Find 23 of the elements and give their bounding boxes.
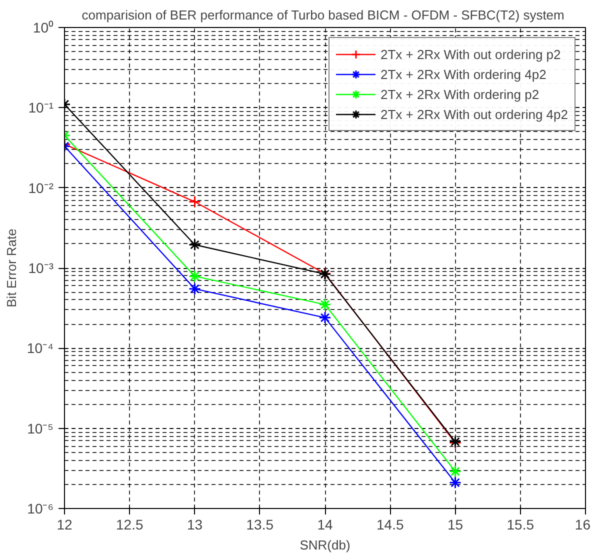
x-tick-label: 15.5 [506, 516, 534, 532]
x-tick-label: 15 [447, 516, 464, 532]
x-tick-label: 12 [56, 516, 72, 532]
y-tick-label: 10⁻⁴ [26, 340, 54, 356]
x-tick-label: 12.5 [116, 516, 144, 532]
legend-label: 2Tx + 2Rx With ordering p2 [380, 86, 540, 102]
chart-title: comparision of BER performance of Turbo based BICM - OFDM - SFBC(T2) system [82, 8, 564, 22]
x-axis-title: SNR(db) [300, 538, 350, 552]
y-tick-label: 10⁻⁶ [27, 500, 54, 516]
y-tick-label: 10⁰ [32, 20, 54, 36]
y-tick-label: 10⁻² [28, 180, 54, 196]
legend-label: 2Tx + 2Rx With out ordering 4p2 [380, 106, 568, 122]
y-tick-label: 10⁻³ [28, 260, 54, 276]
x-tick-label: 16 [574, 516, 591, 532]
y-tick-label: 10⁻¹ [28, 100, 54, 116]
legend-label: 2Tx + 2Rx With out ordering p2 [380, 46, 561, 62]
x-tick-label: 13.5 [246, 516, 274, 532]
x-tick-label: 14.5 [376, 516, 404, 532]
x-tick-label: 13 [186, 516, 203, 532]
y-axis-title: Bit Error Rate [4, 228, 19, 308]
y-tick-label: 10⁻⁵ [27, 420, 54, 436]
x-tick-label: 14 [317, 516, 333, 532]
legend-label: 2Tx + 2Rx With ordering 4p2 [380, 66, 546, 82]
